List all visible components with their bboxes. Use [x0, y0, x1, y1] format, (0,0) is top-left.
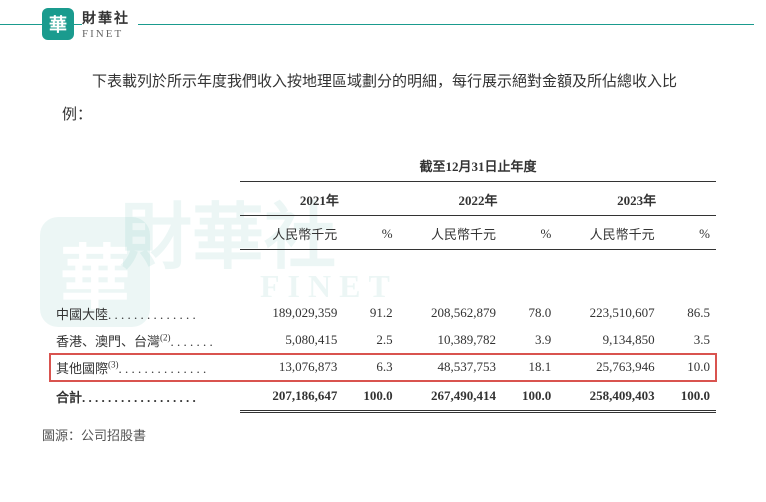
cell-pct: 3.5: [661, 327, 716, 354]
cell-pct: 78.0: [502, 300, 557, 327]
cell-value: 25,763,946: [557, 354, 660, 381]
spacer: [50, 250, 716, 300]
cell-value: 5,080,415: [240, 327, 343, 354]
unit-row: 人民幣千元 % 人民幣千元 % 人民幣千元 %: [50, 216, 716, 250]
year-row: 2021年 2022年 2023年: [50, 182, 716, 216]
period-header-row: 截至12月31日止年度: [50, 152, 716, 182]
brand-name-cn: 財華社: [82, 8, 130, 28]
total-v2: 267,490,414: [399, 381, 502, 412]
brand-name-en: FINET: [82, 28, 130, 40]
cell-pct: 3.9: [502, 327, 557, 354]
total-label: 合計 . . . . . . . . . . . . . . . . . .: [50, 381, 240, 412]
unit-label: 人民幣千元: [557, 216, 660, 250]
intro-paragraph: 下表載列於所示年度我們收入按地理區域劃分的明細，每行展示絕對金額及所佔總收入比例…: [0, 48, 766, 132]
cell-value: 13,076,873: [240, 354, 343, 381]
cell-value: 208,562,879: [399, 300, 502, 327]
row-label: 香港、澳門、台灣(2) . . . . . . .: [50, 327, 240, 354]
unit-label: 人民幣千元: [399, 216, 502, 250]
cell-pct: 18.1: [502, 354, 557, 381]
revenue-table: 截至12月31日止年度 2021年 2022年 2023年 人民幣千元 % 人民…: [50, 152, 716, 413]
cell-value: 223,510,607: [557, 300, 660, 327]
cell-pct: 6.3: [343, 354, 398, 381]
cell-pct: 91.2: [343, 300, 398, 327]
table-row: 其他國際(3) . . . . . . . . . . . . . .13,07…: [50, 354, 716, 381]
cell-value: 10,389,782: [399, 327, 502, 354]
total-v1: 207,186,647: [240, 381, 343, 412]
period-header: 截至12月31日止年度: [240, 152, 716, 182]
cell-pct: 86.5: [661, 300, 716, 327]
year-2022: 2022年: [399, 182, 558, 216]
cell-pct: 10.0: [661, 354, 716, 381]
source-note: 圖源：公司招股書: [0, 413, 766, 444]
page-header: 華 財華社 FINET: [0, 0, 766, 48]
brand-logo: 華: [42, 8, 74, 40]
pct-label: %: [661, 216, 716, 250]
table-row: 香港、澳門、台灣(2) . . . . . . .5,080,4152.510,…: [50, 327, 716, 354]
year-2023: 2023年: [557, 182, 716, 216]
cell-value: 189,029,359: [240, 300, 343, 327]
unit-label: 人民幣千元: [240, 216, 343, 250]
total-p1: 100.0: [343, 381, 398, 412]
total-v3: 258,409,403: [557, 381, 660, 412]
row-label: 其他國際(3) . . . . . . . . . . . . . .: [50, 354, 240, 381]
pct-label: %: [502, 216, 557, 250]
cell-value: 9,134,850: [557, 327, 660, 354]
brand-text: 財華社 FINET: [82, 8, 138, 40]
total-p3: 100.0: [661, 381, 716, 412]
table-container: 華 財華社 FINET 截至12月31日止年度 2021年 2022年 2023…: [0, 132, 766, 413]
total-p2: 100.0: [502, 381, 557, 412]
cell-value: 48,537,753: [399, 354, 502, 381]
pct-label: %: [343, 216, 398, 250]
total-row: 合計 . . . . . . . . . . . . . . . . . . 2…: [50, 381, 716, 412]
row-label: 中國大陸 . . . . . . . . . . . . . .: [50, 300, 240, 327]
cell-pct: 2.5: [343, 327, 398, 354]
table-row: 中國大陸 . . . . . . . . . . . . . .189,029,…: [50, 300, 716, 327]
year-2021: 2021年: [240, 182, 399, 216]
